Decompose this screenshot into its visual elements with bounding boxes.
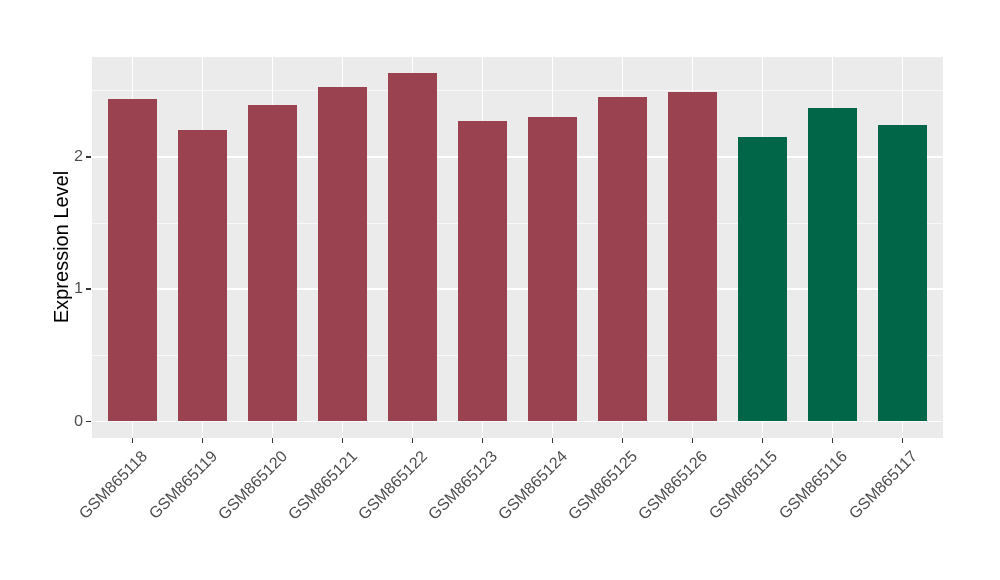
- bar-GSM865115: [738, 137, 787, 422]
- bar-GSM865125: [598, 97, 647, 422]
- x-tick-label: GSM865123: [424, 448, 501, 524]
- bar-GSM865120: [248, 105, 297, 422]
- x-tick-mark: [691, 438, 694, 443]
- bar-GSM865117: [878, 125, 927, 422]
- x-tick-label: GSM865122: [354, 448, 431, 524]
- bar-GSM865121: [318, 86, 367, 422]
- x-tick-label: GSM865118: [75, 448, 151, 523]
- x-tick-label: GSM865115: [705, 448, 781, 523]
- gridline-minor: [92, 222, 943, 224]
- x-tick-label: GSM865125: [564, 448, 641, 524]
- gridline-minor: [92, 90, 943, 92]
- plot-panel: [92, 57, 943, 438]
- x-tick-mark: [831, 438, 834, 443]
- y-tick-label: 2: [74, 147, 83, 165]
- x-tick-label: GSM865117: [845, 448, 921, 523]
- bar-GSM865124: [528, 117, 577, 422]
- x-tick-mark: [551, 438, 554, 443]
- y-tick-mark: [86, 288, 91, 290]
- bar-GSM865118: [108, 98, 157, 422]
- x-tick-mark: [271, 438, 274, 443]
- x-tick-label: GSM865126: [634, 448, 711, 524]
- x-tick-label: GSM865116: [775, 448, 851, 523]
- x-tick-mark: [901, 438, 904, 443]
- x-tick-mark: [411, 438, 414, 443]
- x-tick-label: GSM865120: [214, 448, 291, 524]
- bar-GSM865126: [668, 92, 717, 422]
- gridline-major: [92, 288, 943, 290]
- x-tick-label: GSM865121: [284, 448, 361, 524]
- bar-GSM865116: [808, 107, 857, 422]
- x-tick-mark: [621, 438, 624, 443]
- x-tick-mark: [761, 438, 764, 443]
- y-tick-label: 0: [74, 412, 83, 430]
- gridline-major: [92, 156, 943, 158]
- x-tick-mark: [131, 438, 134, 443]
- x-tick-label: GSM865124: [494, 448, 571, 524]
- x-tick-mark: [201, 438, 204, 443]
- y-axis-title: Expression Level: [51, 170, 73, 324]
- y-tick-label: 1: [74, 280, 83, 298]
- y-tick-mark: [86, 420, 91, 423]
- gridline-major: [92, 420, 943, 423]
- bar-GSM865119: [178, 130, 227, 422]
- y-tick-mark: [86, 156, 91, 158]
- bar-GSM865122: [388, 73, 437, 422]
- bar-GSM865123: [458, 121, 507, 422]
- x-tick-label: GSM865119: [145, 448, 221, 523]
- gridline-minor: [92, 354, 943, 356]
- x-tick-mark: [481, 438, 484, 443]
- x-tick-mark: [341, 438, 344, 443]
